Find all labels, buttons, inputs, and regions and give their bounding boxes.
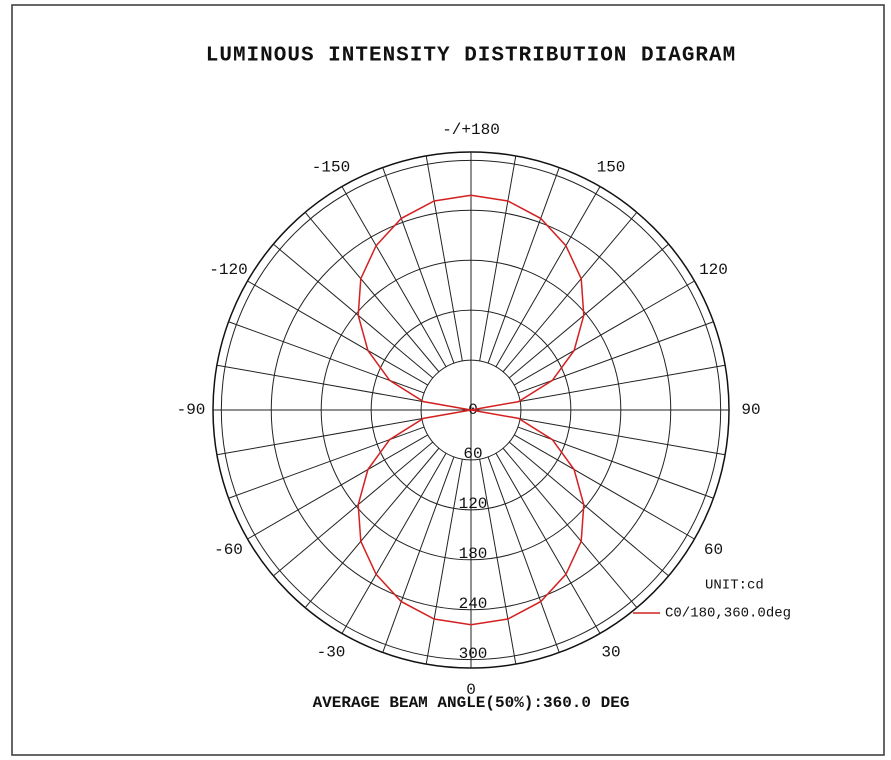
spoke [495, 452, 601, 634]
theta-tick-label: -120 [209, 261, 247, 279]
theta-tick-label: -30 [317, 644, 346, 662]
legend-label: C0/180,360.0deg [665, 606, 791, 622]
spoke [508, 243, 669, 379]
spoke [228, 426, 425, 499]
spoke [425, 459, 463, 665]
spoke [341, 186, 447, 368]
spoke [216, 364, 422, 402]
r-tick-label: 240 [459, 595, 488, 613]
spoke [479, 155, 517, 361]
spoke [502, 212, 638, 373]
theta-tick-label: 0 [466, 681, 476, 699]
spoke [425, 155, 463, 361]
chart-title: LUMINOUS INTENSITY DISTRIBUTION DIAGRAM [206, 45, 736, 68]
spoke [513, 434, 695, 540]
theta-tick-label: 150 [597, 159, 626, 177]
spoke [495, 186, 601, 368]
spoke [520, 364, 726, 402]
spoke [341, 452, 447, 634]
spoke [502, 447, 638, 608]
spoke [382, 167, 455, 364]
spoke [508, 441, 669, 577]
spoke [517, 321, 714, 394]
theta-tick-label: -60 [214, 541, 243, 559]
spoke [247, 434, 429, 540]
spoke [487, 456, 560, 653]
theta-tick-label: 90 [741, 401, 760, 419]
footer: AVERAGE BEAM ANGLE(50%):360.0 DEG [313, 694, 630, 712]
theta-tick-label: 120 [699, 261, 728, 279]
spoke [216, 418, 422, 456]
theta-tick-label: -150 [312, 159, 350, 177]
theta-tick-label: 30 [601, 644, 620, 662]
spoke [247, 280, 429, 386]
theta-tick-label: -90 [177, 401, 206, 419]
r-tick-label: 60 [463, 445, 482, 463]
spoke [273, 441, 434, 577]
spoke [304, 212, 440, 373]
spoke [487, 167, 560, 364]
spoke [513, 280, 695, 386]
r-tick-label: 300 [459, 645, 488, 663]
spoke [382, 456, 455, 653]
spoke [479, 459, 517, 665]
unit-label: UNIT:cd [705, 578, 764, 594]
intensity-curve [357, 194, 585, 626]
spoke [520, 418, 726, 456]
theta-tick-label: -/+180 [442, 121, 500, 139]
spoke [228, 321, 425, 394]
theta-tick-label: 60 [704, 541, 723, 559]
spoke [273, 243, 434, 379]
spoke [304, 447, 440, 608]
r-tick-label: 180 [459, 545, 488, 563]
spoke [517, 426, 714, 499]
r-tick-label: 120 [459, 495, 488, 513]
frame [11, 4, 885, 756]
